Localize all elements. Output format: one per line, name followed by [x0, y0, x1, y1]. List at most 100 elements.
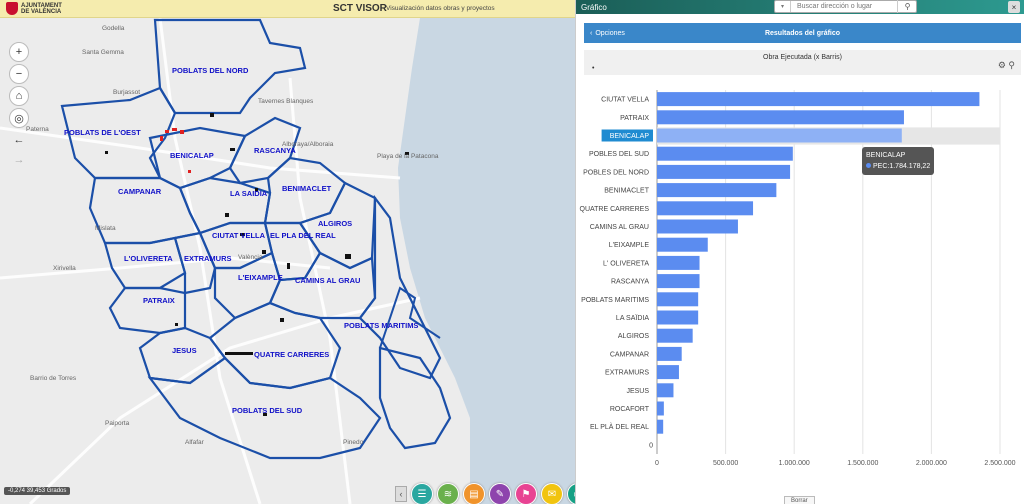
- zoom-out-button[interactable]: −: [9, 64, 29, 84]
- category-label: CAMINS AL GRAU: [590, 224, 649, 231]
- category-label: ROCAFORT: [610, 406, 650, 413]
- chart-tooltip: BENICALAP PEC:1.784.178,22: [862, 147, 935, 175]
- bar[interactable]: [657, 346, 682, 361]
- back-extent-button[interactable]: ←: [13, 134, 25, 146]
- home-button[interactable]: ⌂: [9, 86, 29, 106]
- district-label[interactable]: RASCANYA: [254, 146, 296, 155]
- project-features: [105, 113, 409, 416]
- district-label[interactable]: CAMPANAR: [118, 187, 162, 196]
- district-label[interactable]: POBLATS DEL SUD: [232, 406, 303, 415]
- city-seal-icon: [6, 2, 18, 15]
- note-icon[interactable]: ✉: [541, 483, 563, 504]
- zoom-in-button[interactable]: +: [9, 42, 29, 62]
- bar[interactable]: [657, 328, 693, 343]
- edit-icon[interactable]: ✎: [489, 483, 511, 504]
- forward-extent-button[interactable]: →: [13, 154, 25, 166]
- x-tick-label: 500.000: [713, 460, 738, 467]
- bar[interactable]: [657, 419, 664, 434]
- header-bar: AJUNTAMENT DE VALÈNCIA SCT VISOR Visuali…: [0, 0, 575, 18]
- search-icon: ⚲: [904, 2, 911, 11]
- x-tick-label: 2.500.000: [984, 460, 1015, 467]
- bar[interactable]: [657, 274, 700, 289]
- search-input[interactable]: Buscar dirección o lugar: [774, 0, 917, 13]
- chart-header: Obra Ejecutada (x Barris) • ⚙ ⚲: [584, 50, 1021, 75]
- search-source-dropdown[interactable]: ▾: [775, 1, 791, 12]
- district-label[interactable]: BENIMACLET: [282, 184, 332, 193]
- zoom-icon[interactable]: ⚲: [1008, 60, 1015, 70]
- district-label[interactable]: POBLATS MARITIMS: [344, 321, 419, 330]
- category-label: POBLES DEL SUD: [589, 151, 649, 158]
- bar[interactable]: [657, 92, 980, 107]
- bar[interactable]: [657, 237, 708, 252]
- place-label: Pinedo: [343, 439, 364, 446]
- category-label: PATRAIX: [620, 115, 649, 122]
- map-canvas[interactable]: [0, 18, 575, 504]
- district-label[interactable]: L'OLIVERETA: [124, 254, 173, 263]
- category-label: CIUTAT VELLA: [601, 97, 649, 104]
- documents-icon[interactable]: ▤: [463, 483, 485, 504]
- category-label: L' OLIVERETA: [603, 260, 649, 267]
- district-label[interactable]: POBLATS DEL NORD: [172, 66, 249, 75]
- category-label: ALGIROS: [618, 333, 649, 340]
- district-label[interactable]: ALGIROS: [318, 219, 353, 228]
- district-label[interactable]: L'EIXAMPLE: [238, 273, 283, 282]
- bar[interactable]: [657, 146, 793, 161]
- category-label: 0: [649, 442, 653, 449]
- gear-icon[interactable]: ⚙: [997, 60, 1006, 70]
- close-panel-button[interactable]: ×: [1008, 1, 1020, 13]
- back-to-options-button[interactable]: ‹ Opciones: [590, 30, 625, 37]
- category-label: BENICALAP: [610, 133, 650, 140]
- layers-icon[interactable]: ≋: [437, 483, 459, 504]
- district-label[interactable]: PATRAIX: [143, 296, 175, 305]
- pin-icon[interactable]: ⚑: [515, 483, 537, 504]
- district-label[interactable]: LA SAIDIA: [230, 189, 268, 198]
- district-label[interactable]: EXTRAMURS: [184, 254, 232, 263]
- map-view[interactable]: POBLATS DEL NORD POBLATS DE L'OEST BENIC…: [0, 18, 575, 504]
- bar[interactable]: [657, 401, 664, 416]
- bar[interactable]: [657, 110, 904, 125]
- x-tick-label: 2.000.000: [916, 460, 947, 467]
- toolbar-prev-button[interactable]: ‹: [395, 486, 407, 502]
- chart-title: Obra Ejecutada (x Barris): [763, 54, 842, 61]
- bar[interactable]: [657, 183, 777, 198]
- bar[interactable]: [657, 128, 902, 143]
- bar[interactable]: [657, 292, 699, 307]
- clear-button[interactable]: Borrar: [784, 496, 815, 504]
- place-label: Paiporta: [105, 420, 130, 427]
- city-logo[interactable]: AJUNTAMENT DE VALÈNCIA: [0, 2, 120, 15]
- district-label[interactable]: POBLATS DE L'OEST: [64, 128, 141, 137]
- place-label: Barrio de Torres: [30, 375, 77, 382]
- search-button[interactable]: ⚲: [897, 0, 917, 13]
- chart-panel: Gráfico Buscar dirección o lugar ▾ ⚲ × ‹…: [575, 0, 1024, 504]
- tooltip-value: PEC:1.784.178,22: [873, 163, 931, 170]
- district-label[interactable]: BENICALAP: [170, 151, 214, 160]
- results-header: ‹ Opciones Resultados del gráfico: [584, 23, 1021, 43]
- bar[interactable]: [657, 164, 791, 179]
- list-icon[interactable]: ☰: [411, 483, 433, 504]
- bar[interactable]: [657, 383, 674, 398]
- place-label: Mislata: [95, 225, 116, 232]
- district-label[interactable]: CIUTAT VELLA: [212, 231, 266, 240]
- bar[interactable]: [657, 310, 699, 325]
- district-label[interactable]: QUATRE CARRERES: [254, 350, 330, 359]
- category-label: LA SAÏDIA: [616, 314, 649, 322]
- chevron-down-icon: ▾: [780, 4, 784, 10]
- bar[interactable]: [657, 365, 679, 380]
- bar[interactable]: [657, 219, 738, 234]
- app-subtitle: Visualización datos obras y proyectos: [386, 5, 495, 12]
- district-label[interactable]: CAMINS AL GRAU: [295, 276, 361, 285]
- category-label: EXTRAMURS: [605, 370, 649, 377]
- place-label: Playa de la Patacona: [377, 153, 439, 160]
- bar[interactable]: [657, 201, 754, 216]
- logo-line2: DE VALÈNCIA: [21, 8, 62, 15]
- chevron-left-icon: ‹: [590, 29, 593, 37]
- port-boundary: [379, 286, 441, 349]
- district-label[interactable]: JESUS: [172, 346, 197, 355]
- place-label: Alboraya/Alboraia: [282, 141, 334, 148]
- category-highlight-box: [601, 129, 653, 142]
- bar[interactable]: [657, 255, 700, 270]
- district-label[interactable]: EL PLA DEL REAL: [270, 231, 336, 240]
- logo-line1: AJUNTAMENT: [21, 2, 62, 9]
- locate-button[interactable]: ◎: [9, 108, 29, 128]
- chart-tools: ⚙ ⚲: [998, 60, 1015, 71]
